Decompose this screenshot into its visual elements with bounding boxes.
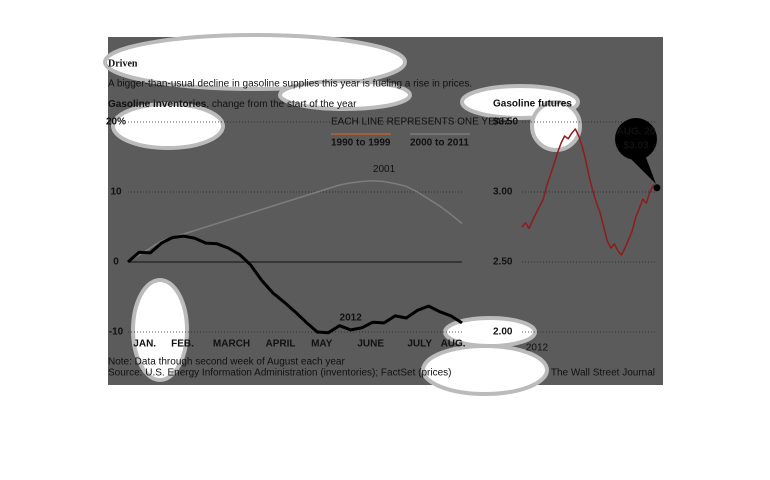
x-tick-label: MARCH — [213, 339, 250, 350]
x-tick-label: APRIL — [266, 339, 296, 350]
y-tick-label: 20% — [106, 117, 126, 128]
x-tick-label: JAN. — [133, 339, 156, 350]
left-heading: Gasoline inventories, change from the st… — [108, 99, 357, 110]
series-label: 2012 — [340, 313, 363, 324]
x-tick-label: JULY — [407, 339, 432, 350]
annotation-date: AUG. 20 — [617, 127, 656, 138]
series-line — [127, 234, 463, 335]
legend-label: 1990 to 1999 — [331, 138, 391, 149]
legend-label: 2000 to 2011 — [410, 138, 469, 149]
subtitle: A bigger-than-usual decline in gasoline … — [108, 79, 472, 90]
credit: The Wall Street Journal — [551, 368, 655, 379]
y-tick-label: 2.50 — [493, 257, 513, 268]
annotation-value: $3.03 — [623, 141, 648, 152]
x-axis-label: 2012 — [526, 343, 549, 354]
y-tick-label: -10 — [109, 327, 124, 338]
title: Driven — [108, 58, 138, 69]
series-line — [127, 180, 463, 263]
last-point — [653, 184, 661, 192]
left-title: Gasoline inventories — [108, 99, 207, 110]
source: Source: U.S. Energy Information Administ… — [108, 368, 451, 379]
x-tick-label: MAY — [311, 339, 333, 350]
x-tick-label: FEB. — [171, 339, 194, 350]
y-tick-label: 10 — [110, 187, 122, 198]
y-tick-label: 3.00 — [493, 187, 513, 198]
x-tick-label: AUG. — [441, 339, 466, 350]
right-title: Gasoline futures — [493, 99, 572, 110]
left-subtitle: , change from the start of the year — [206, 99, 357, 110]
y-tick-label: $3.50 — [493, 117, 518, 128]
series-line — [521, 128, 658, 256]
annotation-bubble — [615, 118, 657, 160]
overlay-blobs — [103, 33, 582, 396]
series-label: 2001 — [373, 164, 396, 175]
y-tick-label: 2.00 — [493, 327, 513, 338]
y-tick-label: 0 — [113, 257, 119, 268]
annotation-pointer — [630, 155, 656, 184]
note: Note: Data through second week of August… — [108, 357, 345, 368]
x-tick-label: JUNE — [357, 339, 384, 350]
